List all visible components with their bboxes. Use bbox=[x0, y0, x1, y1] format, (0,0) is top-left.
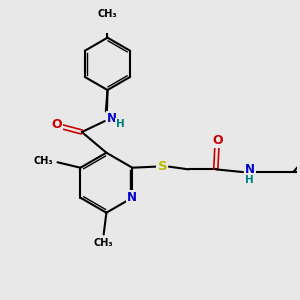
Text: CH₃: CH₃ bbox=[94, 238, 113, 248]
Text: H: H bbox=[245, 175, 254, 185]
Text: CH₃: CH₃ bbox=[98, 9, 117, 19]
Text: S: S bbox=[158, 160, 167, 173]
Text: N: N bbox=[128, 191, 137, 204]
Text: N: N bbox=[245, 164, 255, 176]
Text: N: N bbox=[107, 112, 117, 125]
Text: O: O bbox=[213, 134, 223, 147]
Text: CH₃: CH₃ bbox=[34, 156, 53, 166]
Text: H: H bbox=[116, 119, 124, 129]
Text: O: O bbox=[51, 118, 62, 131]
